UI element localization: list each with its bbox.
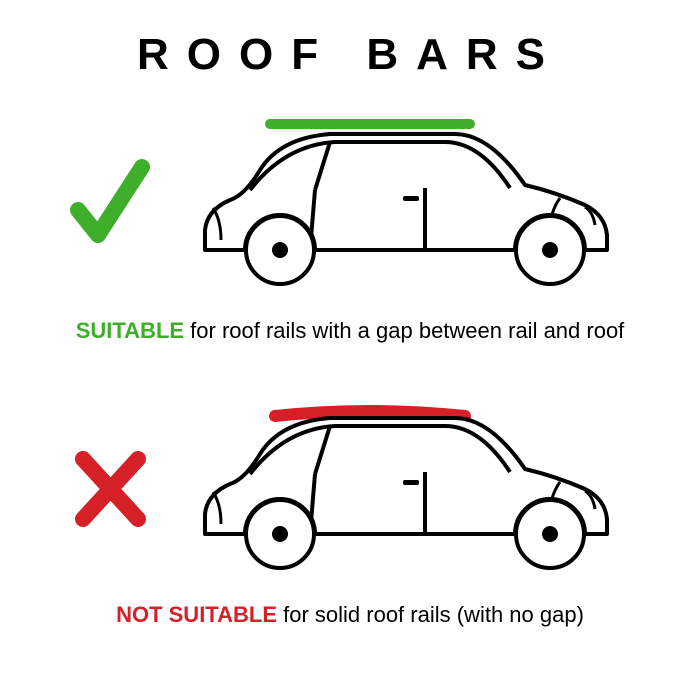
not-suitable-row [0, 384, 700, 594]
suitable-rest: for roof rails with a gap between rail a… [184, 318, 624, 343]
suitable-row [0, 100, 700, 310]
suitable-section: SUITABLE for roof rails with a gap betwe… [0, 90, 700, 344]
not-suitable-section: NOT SUITABLE for solid roof rails (with … [0, 374, 700, 628]
not-suitable-highlight: NOT SUITABLE [116, 602, 277, 627]
check-icon [65, 155, 155, 255]
car-suitable [155, 100, 635, 310]
page-title: ROOF BARS [137, 30, 563, 80]
car-not-suitable [155, 384, 635, 594]
suitable-highlight: SUITABLE [76, 318, 184, 343]
not-suitable-rest: for solid roof rails (with no gap) [277, 602, 584, 627]
not-suitable-caption: NOT SUITABLE for solid roof rails (with … [96, 602, 604, 628]
cross-icon [65, 449, 155, 529]
suitable-caption: SUITABLE for roof rails with a gap betwe… [56, 318, 645, 344]
